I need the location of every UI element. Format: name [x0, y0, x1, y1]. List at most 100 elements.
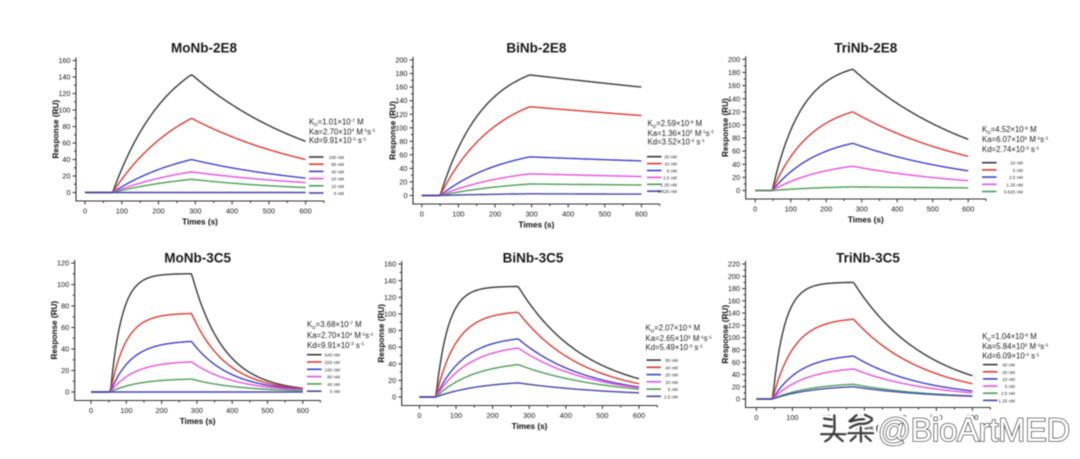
svg-text:20: 20	[61, 366, 69, 375]
svg-text:40: 40	[388, 359, 396, 368]
svg-text:100: 100	[785, 204, 797, 213]
svg-text:220: 220	[728, 260, 740, 269]
svg-text:100: 100	[57, 280, 69, 289]
svg-text:140: 140	[395, 96, 407, 105]
svg-text:400: 400	[226, 206, 238, 215]
svg-text:100: 100	[58, 106, 70, 115]
svg-text:0: 0	[83, 206, 87, 215]
svg-text:500: 500	[930, 413, 942, 422]
svg-text:0 nM: 0 nM	[330, 389, 340, 394]
svg-text:160 nM: 160 nM	[325, 367, 340, 372]
svg-text:160: 160	[728, 296, 740, 305]
svg-text:80: 80	[388, 326, 396, 335]
svg-text:100: 100	[452, 209, 464, 218]
svg-text:20 nM: 20 nM	[1002, 370, 1015, 375]
svg-text:Response (RU): Response (RU)	[721, 305, 730, 364]
svg-text:80: 80	[61, 302, 69, 311]
svg-text:200: 200	[487, 411, 499, 420]
svg-text:1.25 nM: 1.25 nM	[660, 182, 677, 187]
svg-text:100: 100	[120, 406, 132, 415]
svg-text:Response (RU): Response (RU)	[377, 304, 386, 363]
svg-text:20 nM: 20 nM	[331, 177, 344, 182]
svg-text:Kd=9.91×10-3 s-1: Kd=9.91×10-3 s-1	[309, 136, 366, 145]
svg-text:KD=2.07×10-8 M: KD=2.07×10-8 M	[646, 324, 701, 335]
svg-text:100: 100	[395, 123, 407, 132]
svg-text:500: 500	[263, 206, 275, 215]
svg-text:2.5 nM: 2.5 nM	[1001, 391, 1015, 396]
svg-text:0: 0	[736, 395, 740, 404]
svg-text:40 nM: 40 nM	[327, 382, 340, 387]
svg-text:400: 400	[894, 413, 906, 422]
svg-text:140: 140	[728, 309, 740, 318]
svg-text:Ka=2.70×104 M-1s-1: Ka=2.70×104 M-1s-1	[309, 127, 376, 136]
svg-text:160: 160	[395, 83, 407, 92]
svg-text:400: 400	[560, 411, 572, 420]
svg-text:10 nM: 10 nM	[1010, 161, 1023, 166]
svg-text:180: 180	[395, 69, 407, 78]
svg-text:40: 40	[62, 155, 70, 164]
svg-text:KD=1.01×10-7 M: KD=1.01×10-7 M	[309, 117, 364, 128]
svg-text:60: 60	[61, 323, 69, 332]
svg-text:100: 100	[786, 413, 798, 422]
svg-text:10 nM: 10 nM	[665, 380, 678, 385]
svg-text:20: 20	[62, 172, 70, 181]
svg-text:BiNb-2E8: BiNb-2E8	[506, 41, 567, 56]
svg-text:Response (RU): Response (RU)	[52, 100, 61, 159]
svg-text:0: 0	[403, 191, 407, 200]
svg-text:20: 20	[732, 173, 740, 182]
svg-text:0: 0	[65, 388, 69, 397]
svg-text:40 nM: 40 nM	[331, 169, 344, 174]
svg-text:0: 0	[420, 209, 424, 218]
svg-text:320 nM: 320 nM	[325, 360, 340, 365]
svg-text:160: 160	[58, 56, 70, 65]
svg-text:300: 300	[189, 206, 201, 215]
svg-text:Kd=9.91×10-3 s-1: Kd=9.91×10-3 s-1	[307, 341, 364, 350]
svg-text:80: 80	[62, 122, 70, 131]
svg-text:180: 180	[728, 284, 740, 293]
svg-text:1.25 nM: 1.25 nM	[1006, 182, 1023, 187]
svg-text:@BioArtMED: @BioArtMED	[878, 412, 1070, 448]
svg-text:80: 80	[732, 346, 740, 355]
svg-text:180: 180	[728, 68, 740, 77]
svg-text:200: 200	[152, 206, 164, 215]
svg-text:40: 40	[61, 345, 69, 354]
svg-text:2.5 nM: 2.5 nM	[1009, 175, 1023, 180]
svg-text:120: 120	[728, 321, 740, 330]
svg-text:100: 100	[384, 310, 396, 319]
svg-text:Kd=2.74×10-3 s-1: Kd=2.74×10-3 s-1	[982, 145, 1039, 154]
svg-text:600: 600	[962, 204, 974, 213]
svg-text:60: 60	[399, 150, 407, 159]
svg-text:KD=3.68×10-7 M: KD=3.68×10-7 M	[307, 320, 362, 331]
svg-text:BiNb-3C5: BiNb-3C5	[503, 251, 564, 266]
svg-text:Times (s): Times (s)	[182, 218, 218, 227]
svg-text:MoNb-2E8: MoNb-2E8	[171, 41, 237, 56]
svg-text:5 nM: 5 nM	[1013, 168, 1023, 173]
svg-text:200: 200	[728, 55, 740, 64]
svg-text:Response (RU): Response (RU)	[721, 98, 730, 157]
svg-text:300: 300	[523, 411, 535, 420]
svg-text:Ka=2.70×104 M-1s-1: Ka=2.70×104 M-1s-1	[307, 331, 374, 340]
svg-text:5 nM: 5 nM	[667, 169, 677, 174]
svg-text:120: 120	[384, 293, 396, 302]
svg-text:KD=2.59×10-9 M: KD=2.59×10-9 M	[648, 119, 703, 130]
svg-text:400: 400	[891, 204, 903, 213]
svg-text:60: 60	[732, 147, 740, 156]
svg-text:Ka=6.07×105 M-1s-1: Ka=6.07×105 M-1s-1	[982, 135, 1049, 144]
svg-text:40 nM: 40 nM	[665, 365, 678, 370]
svg-text:140: 140	[384, 276, 396, 285]
svg-text:Kd=6.09×10-4 s-1: Kd=6.09×10-4 s-1	[982, 351, 1039, 360]
svg-text:80: 80	[399, 137, 407, 146]
svg-text:80: 80	[732, 134, 740, 143]
svg-text:0: 0	[392, 393, 396, 402]
svg-text:120: 120	[728, 107, 740, 116]
svg-text:40: 40	[732, 370, 740, 379]
svg-text:160: 160	[728, 81, 740, 90]
svg-text:600: 600	[633, 411, 645, 420]
svg-text:100: 100	[728, 333, 740, 342]
svg-text:120: 120	[57, 259, 69, 268]
svg-text:200: 200	[489, 209, 501, 218]
svg-text:TriNb-3C5: TriNb-3C5	[836, 251, 900, 266]
svg-text:60: 60	[732, 358, 740, 367]
svg-text:400: 400	[226, 406, 238, 415]
svg-text:10 nM: 10 nM	[331, 184, 344, 189]
